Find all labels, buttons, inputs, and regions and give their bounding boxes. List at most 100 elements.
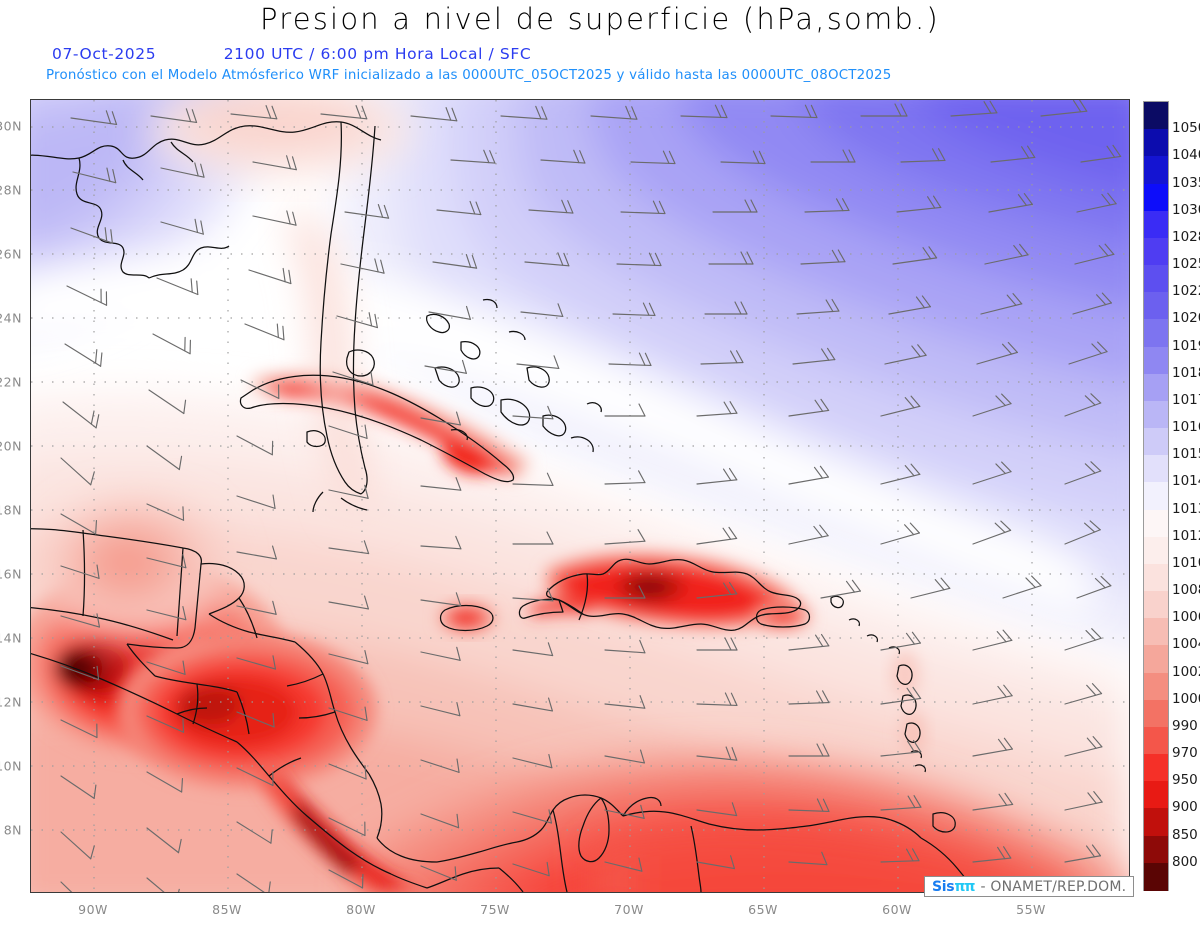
colorbar-swatch: [1144, 346, 1168, 375]
lat-tick-20N: 20N: [0, 438, 22, 454]
colorbar-swatch: [1144, 482, 1168, 511]
colorbar-swatch: [1144, 591, 1168, 619]
colorbar-swatch: [1144, 699, 1168, 728]
colorbar-swatch: [1144, 156, 1168, 185]
colorbar-tick-label: 1022: [1172, 283, 1200, 300]
lat-tick-22N: 22N: [0, 374, 22, 390]
lat-tick-30N: 30N: [0, 118, 22, 134]
colorbar-swatch: [1144, 210, 1168, 239]
lat-tick-8N: 8N: [3, 822, 22, 838]
colorbar-swatch: [1144, 428, 1168, 456]
colorbar-tick-label: 1018: [1172, 364, 1200, 381]
colorbar-tick-label: 990: [1172, 717, 1198, 734]
colorbar-swatch: [1144, 373, 1168, 402]
logo-brand-suffix: ππ: [954, 878, 975, 895]
colorbar-tick-label: 1030: [1172, 201, 1200, 218]
pressure-shading-red-costarica: [258, 760, 427, 892]
colorbar-tick-label: 1040: [1172, 147, 1200, 164]
colorbar-tick-label: 1010: [1172, 554, 1200, 571]
colorbar-swatch: [1144, 754, 1168, 782]
colorbar-swatch: [1144, 319, 1168, 348]
colorbar-swatch: [1144, 672, 1168, 701]
lat-tick-18N: 18N: [0, 502, 22, 518]
colorbar-swatch: [1144, 102, 1168, 130]
colorbar-tick-label: 1025: [1172, 256, 1200, 273]
colorbar-swatch: [1144, 129, 1168, 157]
forecast-time: 2100 UTC / 6:00 pm Hora Local / SFC: [223, 45, 532, 63]
colorbar-swatch: [1144, 808, 1168, 837]
colorbar-swatch: [1144, 292, 1168, 320]
colorbar-swatch: [1144, 781, 1168, 810]
lat-tick-26N: 26N: [0, 246, 22, 262]
colorbar-swatch: [1144, 536, 1168, 565]
colorbar-tick-label: 800: [1172, 853, 1198, 870]
pressure-shading-hispaniola: [531, 552, 801, 629]
pressure-shading-jamaica: [439, 603, 495, 633]
lat-tick-28N: 28N: [0, 182, 22, 198]
header: Presion a nivel de superficie (hPa,somb.…: [0, 0, 1200, 95]
colorbar-tick-label: 1013: [1172, 500, 1200, 517]
lon-tick-65W: 65W: [748, 902, 778, 917]
colorbar-tick-label: 1019: [1172, 337, 1200, 354]
colorbar-tick-label: 1000: [1172, 690, 1200, 707]
colorbar-swatch: [1144, 618, 1168, 647]
colorbar-swatch: [1144, 400, 1168, 429]
lon-tick-80W: 80W: [346, 902, 376, 917]
pressure-shading-lesser-antilles: [891, 651, 925, 759]
provider-logo: Sis ππ - ONAMET/REP.DOM.: [924, 876, 1135, 897]
lon-tick-55W: 55W: [1016, 902, 1046, 917]
lon-tick-75W: 75W: [480, 902, 510, 917]
pressure-shading-gulf-north: [151, 100, 411, 175]
colorbar-swatch: [1144, 455, 1168, 483]
map-coastlines: [31, 121, 978, 892]
lat-tick-16N: 16N: [0, 566, 22, 582]
colorbar-tick-label: 1015: [1172, 446, 1200, 463]
map-plot-area[interactable]: [30, 99, 1130, 893]
lat-tick-24N: 24N: [0, 310, 22, 326]
pressure-shading-red-honduras: [116, 632, 376, 788]
logo-org-text: - ONAMET/REP.DOM.: [980, 878, 1127, 895]
colorbar-swatch: [1144, 726, 1168, 755]
colorbar-tick-label: 1012: [1172, 527, 1200, 544]
colorbar-swatch: [1144, 237, 1168, 266]
forecast-date: 07-Oct-2025: [52, 45, 157, 63]
colorbar-tick-label: 1004: [1172, 636, 1200, 653]
logo-brand-prefix: Sis: [932, 878, 955, 895]
page-title: Presion a nivel de superficie (hPa,somb.…: [260, 2, 940, 36]
colorbar-tick-label: 1014: [1172, 473, 1200, 490]
colorbar-swatch: [1144, 645, 1168, 674]
map-canvas: [31, 100, 1129, 892]
colorbar-tick-label: 1020: [1172, 310, 1200, 327]
pressure-colorbar[interactable]: [1143, 101, 1169, 891]
lon-tick-90W: 90W: [78, 902, 108, 917]
colorbar-tick-label: 900: [1172, 799, 1198, 816]
pressure-shading-florida: [285, 210, 375, 516]
colorbar-tick-label: 970: [1172, 745, 1198, 762]
lat-tick-10N: 10N: [0, 758, 22, 774]
pressure-shading-neutral: [31, 256, 1091, 620]
lat-tick-14N: 14N: [0, 630, 22, 646]
forecast-model-note: Pronóstico con el Modelo Atmósferico WRF…: [46, 68, 892, 83]
colorbar-swatch: [1144, 183, 1168, 212]
lat-tick-12N: 12N: [0, 694, 22, 710]
map-gridlines: [31, 100, 1129, 892]
colorbar-tick-label: 1006: [1172, 609, 1200, 626]
colorbar-swatch: [1144, 835, 1168, 864]
header-subline-datetime: 07-Oct-2025 2100 UTC / 6:00 pm Hora Loca…: [52, 45, 531, 63]
colorbar-tick-label: 1016: [1172, 419, 1200, 436]
wind-barbs: [60, 100, 1122, 892]
colorbar-tick-label: 1017: [1172, 391, 1200, 408]
colorbar-tick-label: 1028: [1172, 228, 1200, 245]
lon-tick-70W: 70W: [614, 902, 644, 917]
pressure-shading-yucatan: [46, 500, 226, 640]
colorbar-tick-label: 1035: [1172, 174, 1200, 191]
colorbar-swatch: [1144, 265, 1168, 293]
colorbar-tick-label: 1002: [1172, 663, 1200, 680]
colorbar-tick-label: 950: [1172, 772, 1198, 789]
colorbar-swatch: [1144, 862, 1168, 891]
colorbar-swatch: [1144, 563, 1168, 592]
colorbar-swatch: [1144, 509, 1168, 538]
colorbar-tick-label: 1008: [1172, 582, 1200, 599]
lon-tick-85W: 85W: [212, 902, 242, 917]
colorbar-tick-label: 850: [1172, 826, 1198, 843]
